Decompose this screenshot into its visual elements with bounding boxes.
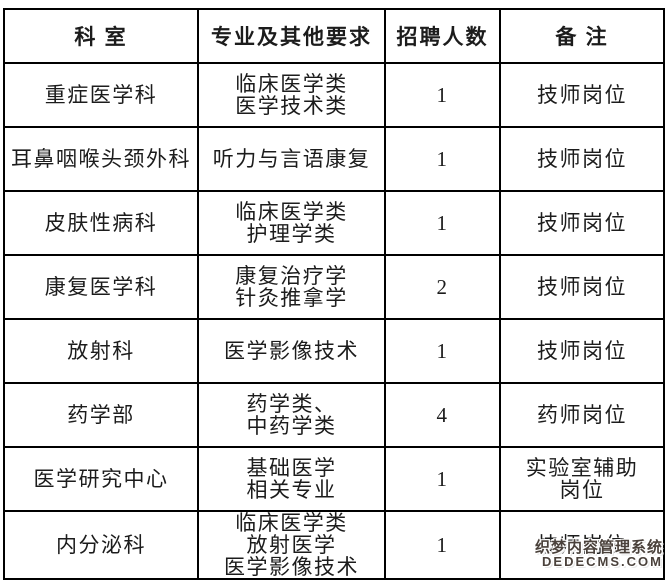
table-row: 耳鼻咽喉头颈外科 听力与言语康复 1 技师岗位 [3,126,665,192]
cell-major: 听力与言语康复 [197,126,386,192]
cell-major: 医学影像技术 [197,318,386,384]
cell-note: 技师岗位 [499,126,665,192]
table-row: 药学部 药学类、 中药学类 4 药师岗位 [3,382,665,448]
col-header-remarks: 备 注 [499,8,665,64]
cell-count: 1 [384,510,501,580]
table-row: 内分泌科 临床医学类 放射医学 医学影像技术 1 技师岗位 [3,510,665,580]
cell-count: 4 [384,382,501,448]
cell-major: 临床医学类 放射医学 医学影像技术 [197,510,386,580]
col-header-recruit-count: 招聘人数 [384,8,501,64]
cell-department: 药学部 [3,382,199,448]
cell-department: 内分泌科 [3,510,199,580]
cell-note: 技师岗位 [499,510,665,580]
table-row: 皮肤性病科 临床医学类 护理学类 1 技师岗位 [3,190,665,256]
col-header-major-requirements: 专业及其他要求 [197,8,386,64]
cell-department: 皮肤性病科 [3,190,199,256]
cell-major: 基础医学 相关专业 [197,446,386,512]
table-row: 医学研究中心 基础医学 相关专业 1 实验室辅助 岗位 [3,446,665,512]
cell-count: 2 [384,254,501,320]
cell-department: 康复医学科 [3,254,199,320]
cell-major: 临床医学类 医学技术类 [197,62,386,128]
cell-count: 1 [384,446,501,512]
cell-count: 1 [384,62,501,128]
cell-count: 1 [384,318,501,384]
table-row: 放射科 医学影像技术 1 技师岗位 [3,318,665,384]
col-header-department: 科 室 [3,8,199,64]
table-row: 重症医学科 临床医学类 医学技术类 1 技师岗位 [3,62,665,128]
cell-major: 临床医学类 护理学类 [197,190,386,256]
cell-note: 技师岗位 [499,254,665,320]
cell-department: 重症医学科 [3,62,199,128]
table-row: 康复医学科 康复治疗学 针灸推拿学 2 技师岗位 [3,254,665,320]
table-header-row: 科 室 专业及其他要求 招聘人数 备 注 [3,8,665,64]
recruitment-table: 科 室 专业及其他要求 招聘人数 备 注 重症医学科 临床医学类 医学技术类 1 技师岗… [3,8,665,580]
cell-department: 放射科 [3,318,199,384]
cell-note: 技师岗位 [499,318,665,384]
cell-major: 康复治疗学 针灸推拿学 [197,254,386,320]
cell-department: 医学研究中心 [3,446,199,512]
cell-note: 技师岗位 [499,190,665,256]
cell-note: 技师岗位 [499,62,665,128]
cell-count: 1 [384,126,501,192]
cell-count: 1 [384,190,501,256]
cell-department: 耳鼻咽喉头颈外科 [3,126,199,192]
cell-note: 药师岗位 [499,382,665,448]
cell-major: 药学类、 中药学类 [197,382,386,448]
cell-note: 实验室辅助 岗位 [499,446,665,512]
